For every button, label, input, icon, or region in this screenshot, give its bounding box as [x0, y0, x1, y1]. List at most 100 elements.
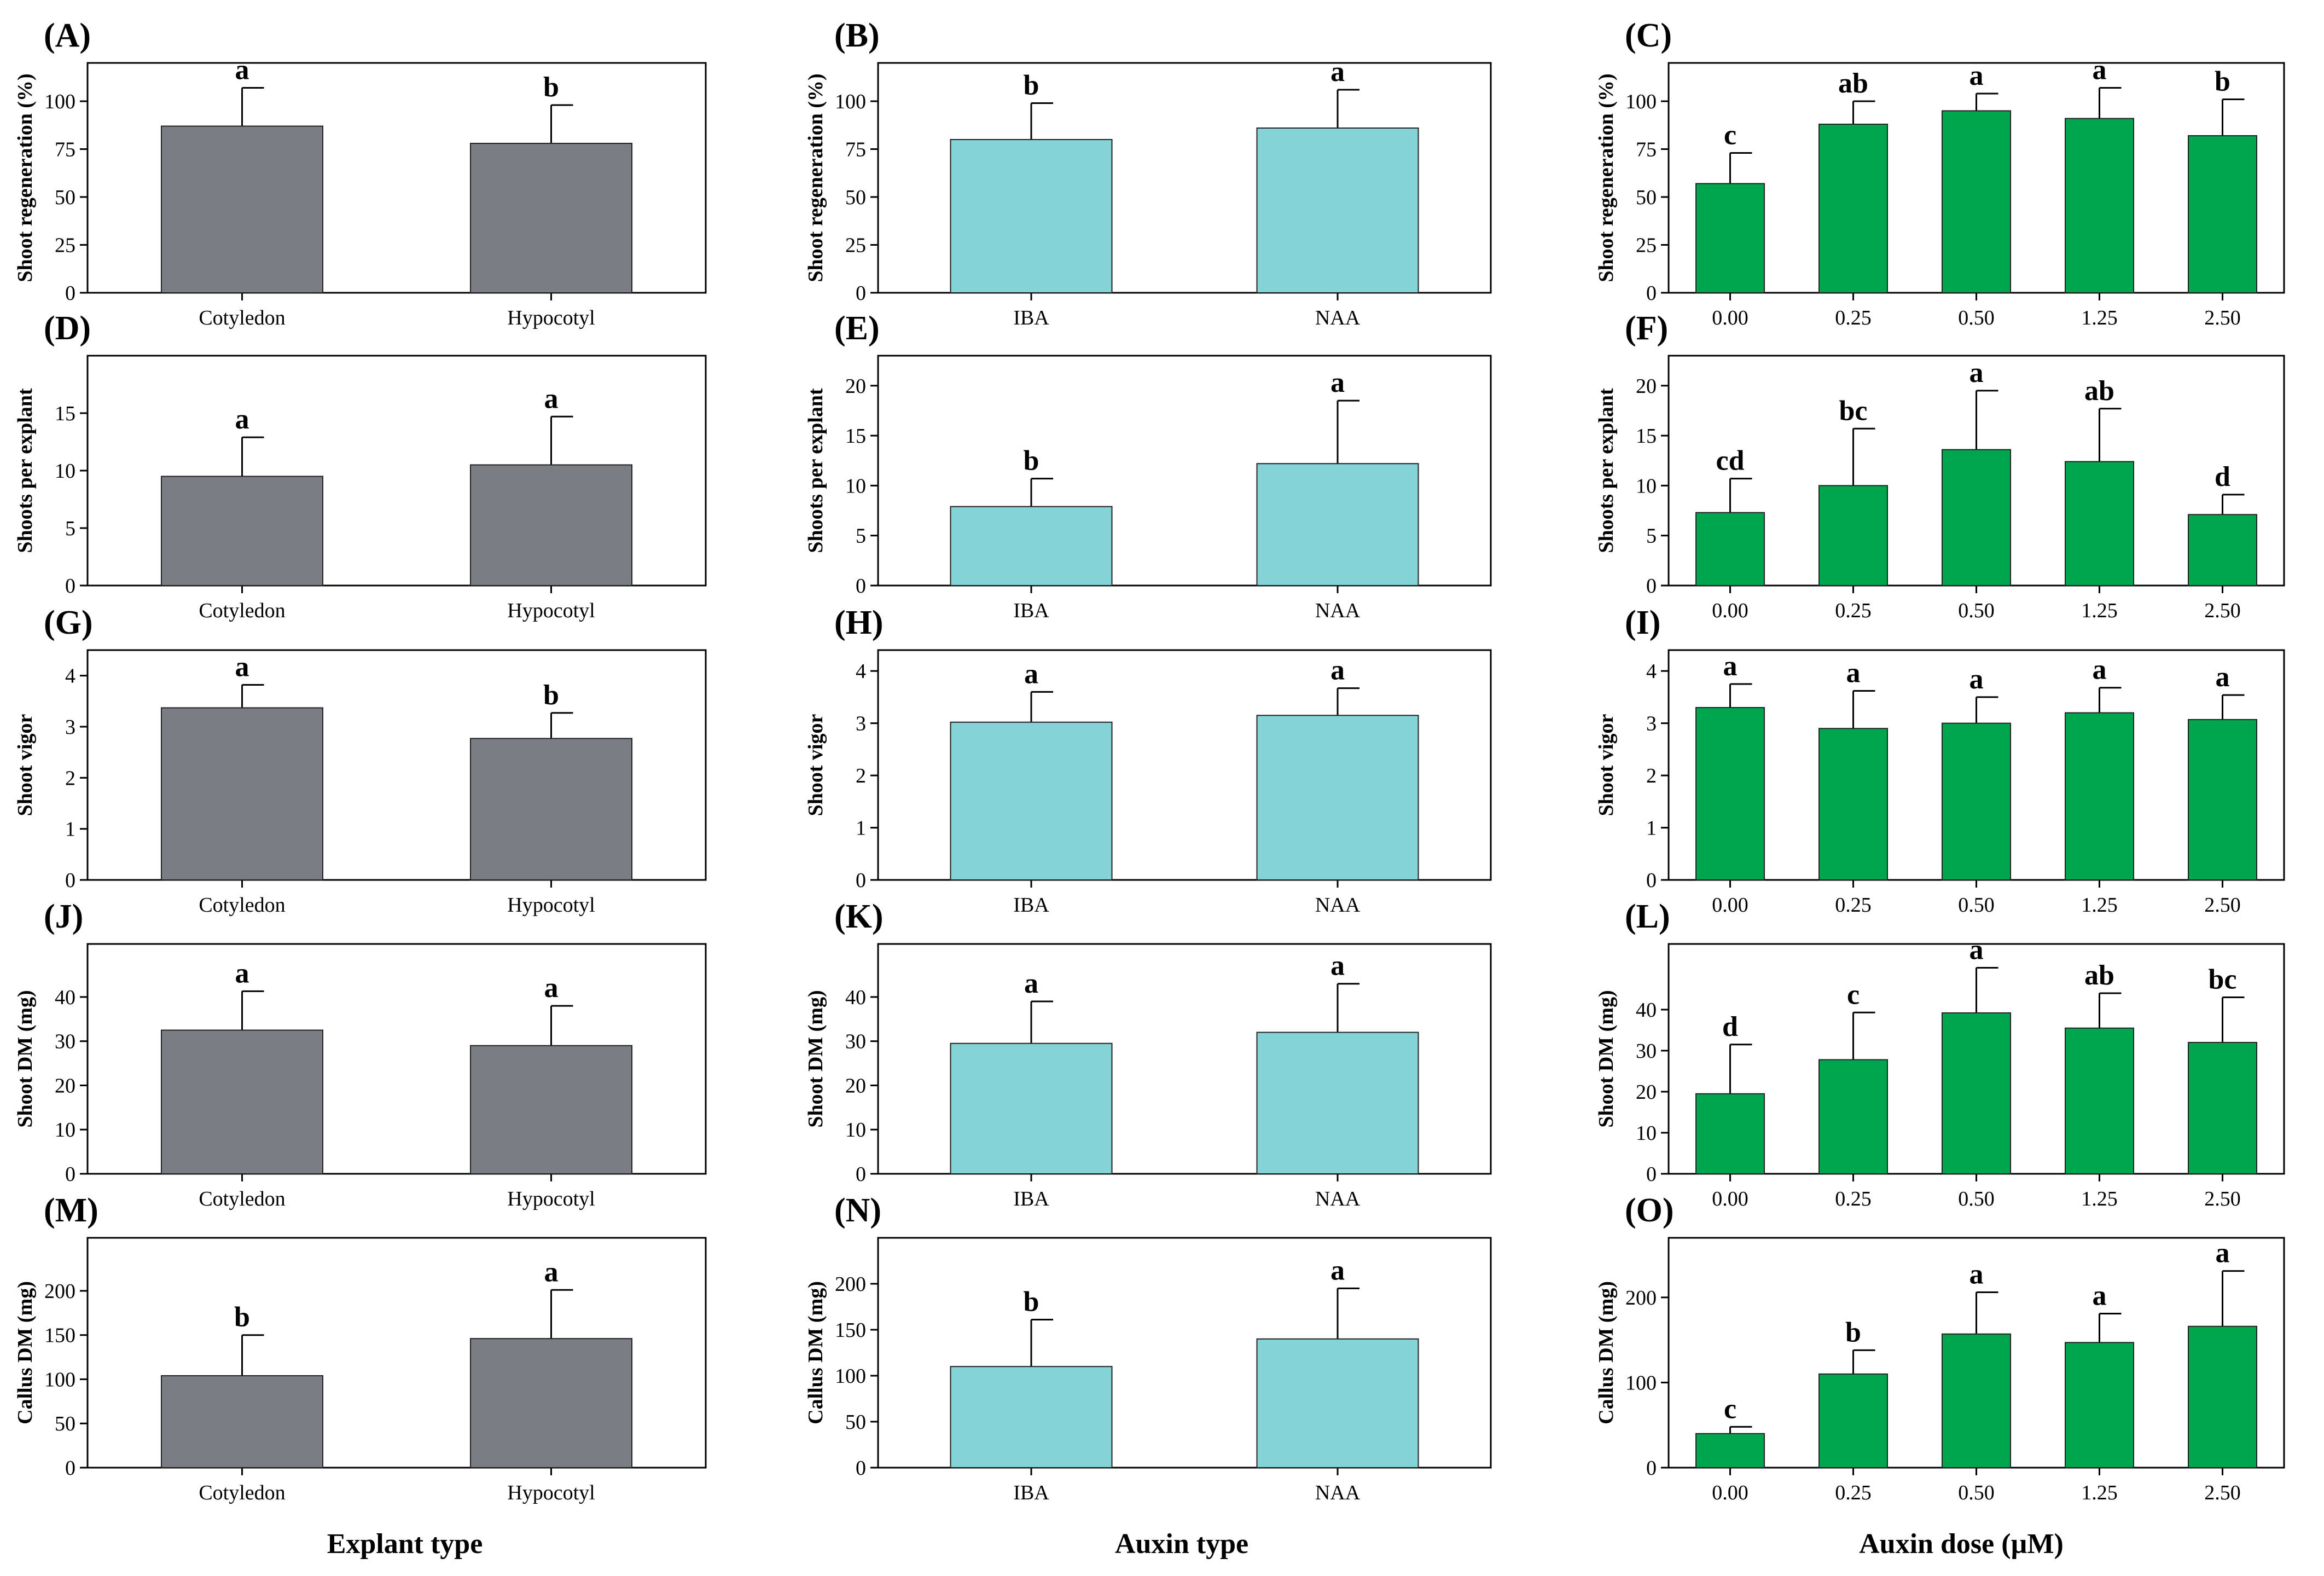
y-tick-label: 200	[1625, 1287, 1657, 1310]
significance-letter: d	[1722, 1011, 1738, 1042]
x-tick-label: 1.25	[2081, 599, 2118, 622]
y-tick-label: 15	[845, 425, 866, 448]
x-tick-label: 2.50	[2204, 306, 2241, 329]
y-tick-label: 150	[835, 1319, 866, 1342]
y-tick-label: 10	[845, 474, 866, 497]
significance-letter: ab	[2084, 960, 2114, 991]
bar-auxin-dose-3	[2065, 461, 2134, 587]
panel-label: (H)	[834, 604, 884, 641]
x-tick-label: 0.00	[1712, 599, 1748, 622]
bar-auxin-dose-0	[1695, 1433, 1765, 1469]
panel-label: (A)	[44, 17, 91, 54]
bar-auxin-type-0	[950, 1366, 1113, 1468]
panel-f: (F) Shoots per explant 0 5 10 15 20 0.00 cd 0.25 b…	[1595, 310, 2285, 622]
y-tick-label: 10	[1636, 1122, 1657, 1145]
y-axis-label: Shoot regeneration (%)	[14, 73, 37, 282]
y-axis-label: Callus DM (mg)	[804, 1281, 827, 1424]
y-tick-label: 100	[44, 1368, 75, 1391]
y-tick-label: 20	[55, 1074, 75, 1097]
bar-auxin-dose-1	[1818, 1373, 1888, 1469]
panel-c: (C) Shoot regeneration (%) 0 25 50 75 100 0.00 c…	[1595, 17, 2285, 329]
y-tick-label: 100	[44, 90, 75, 113]
y-tick-label: 25	[1636, 234, 1657, 257]
panel-h: (H) Shoot vigor 0 1 2 3 4 IBA a NAA a	[804, 604, 1492, 917]
y-axis-label: Callus DM (mg)	[14, 1281, 37, 1424]
bar-auxin-dose-3	[2065, 1027, 2134, 1174]
bar-auxin-dose-2	[1942, 110, 2011, 293]
bar-auxin-dose-2	[1942, 1333, 2011, 1469]
y-tick-label: 75	[845, 138, 866, 161]
y-tick-label: 4	[65, 665, 75, 688]
significance-letter: a	[1969, 357, 1984, 389]
y-tick-label: 0	[65, 282, 75, 305]
y-tick-label: 0	[65, 1457, 75, 1480]
significance-letter: a	[1723, 651, 1738, 682]
bar-explant-1	[470, 1338, 632, 1468]
y-tick-label: 10	[1636, 474, 1657, 497]
y-tick-label: 0	[1646, 282, 1657, 305]
panels: (A)Shoot regeneration (%)0255075100Cotyl…	[14, 17, 2285, 1504]
x-tick-label: Hypocotyl	[507, 599, 595, 622]
y-tick-label: 50	[845, 1411, 866, 1434]
bar-auxin-dose-3	[2065, 712, 2134, 880]
significance-letter: a	[2093, 1280, 2107, 1311]
plot-frame	[877, 1237, 1492, 1469]
x-tick-label: 1.25	[2081, 1187, 2118, 1210]
x-title-explant-type: Explant type	[327, 1528, 483, 1560]
significance-letter: a	[1846, 657, 1861, 688]
bar-auxin-type-1	[1256, 715, 1419, 881]
y-tick-label: 40	[1636, 999, 1657, 1022]
significance-letter: a	[1969, 935, 1984, 966]
x-tick-label: 0.50	[1958, 1187, 1995, 1210]
x-tick-label: IBA	[1013, 1187, 1049, 1210]
significance-letter: a	[235, 651, 249, 682]
bar-explant-1	[470, 1045, 632, 1175]
y-tick-label: 20	[845, 375, 866, 398]
x-tick-label: 2.50	[2204, 1481, 2241, 1504]
panel-label: (E)	[834, 310, 880, 347]
bar-auxin-dose-4	[2188, 1325, 2257, 1469]
bar-auxin-dose-4	[2188, 135, 2257, 293]
x-title-auxin-dose: Auxin dose (µM)	[1859, 1528, 2064, 1560]
significance-letter: a	[2093, 654, 2107, 686]
bar-auxin-dose-0	[1695, 512, 1765, 587]
bar-auxin-type-1	[1256, 1338, 1419, 1469]
x-tick-label: 0.00	[1712, 306, 1748, 329]
y-tick-label: 3	[1646, 712, 1657, 735]
panel-label: (B)	[834, 17, 880, 54]
x-tick-label: Hypocotyl	[507, 306, 595, 329]
y-tick-label: 0	[1646, 1457, 1657, 1480]
y-tick-label: 100	[835, 1365, 866, 1388]
y-tick-label: 5	[65, 517, 75, 540]
x-tick-label: 0.25	[1835, 1187, 1872, 1210]
panel-label: (G)	[44, 604, 93, 641]
y-tick-label: 0	[1646, 575, 1657, 598]
significance-letter: a	[1024, 658, 1038, 690]
y-tick-label: 10	[845, 1119, 866, 1142]
y-tick-label: 30	[845, 1030, 866, 1053]
x-tick-label: 0.25	[1835, 1481, 1872, 1504]
y-axis-label: Shoots per explant	[1595, 388, 1618, 553]
y-tick-label: 0	[856, 1457, 866, 1480]
x-tick-label: 2.50	[2204, 894, 2241, 917]
panel-m: (M) Callus DM (mg) 0 50 100 150 200 Cotyledon b H…	[14, 1192, 707, 1504]
x-tick-label: 2.50	[2204, 1187, 2241, 1210]
x-tick-label: NAA	[1315, 306, 1361, 329]
y-axis-label: Shoots per explant	[804, 388, 827, 553]
bar-auxin-dose-0	[1695, 183, 1765, 293]
bar-auxin-dose-2	[1942, 1012, 2011, 1174]
panel-n: (N) Callus DM (mg) 0 50 100 150 200 IBA b NAA a	[804, 1192, 1492, 1504]
bar-auxin-type-0	[950, 139, 1113, 293]
significance-letter: a	[2216, 1238, 2230, 1269]
bar-auxin-dose-4	[2188, 719, 2257, 881]
bar-auxin-type-0	[950, 1042, 1113, 1174]
significance-letter: a	[2093, 55, 2107, 86]
x-tick-label: 0.25	[1835, 894, 1872, 917]
significance-letter: ab	[1838, 68, 1868, 99]
x-tick-label: NAA	[1315, 599, 1361, 622]
panel-g: (G) Shoot vigor 0 1 2 3 4 Cotyledon a Hypocotyl b	[14, 604, 707, 917]
y-tick-label: 0	[65, 869, 75, 892]
significance-letter: a	[2216, 662, 2230, 693]
bar-auxin-dose-1	[1818, 124, 1888, 293]
x-tick-label: Cotyledon	[199, 894, 285, 917]
